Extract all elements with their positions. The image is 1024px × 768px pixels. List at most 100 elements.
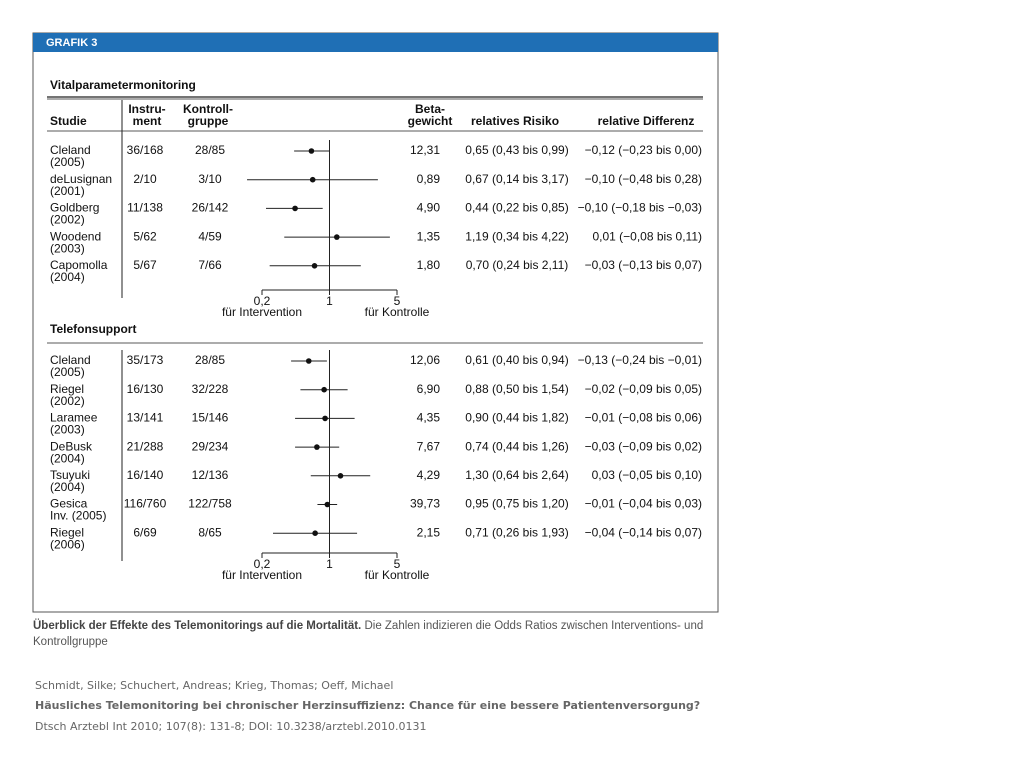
header: Instru-: [128, 102, 165, 116]
weight: 12,06: [410, 353, 440, 367]
instrument: 11/138: [127, 201, 163, 215]
study-name: Capomolla: [50, 258, 108, 272]
study-year: (2004): [50, 270, 85, 284]
instrument: 21/288: [127, 439, 164, 453]
control: 12/136: [192, 468, 229, 482]
header: relative Differenz: [598, 114, 695, 128]
study-name: deLusignan: [50, 172, 112, 186]
control: 32/228: [192, 382, 229, 396]
study-year: Inv. (2005): [50, 509, 106, 523]
control: 7/66: [198, 258, 222, 272]
caption-bold: Überblick der Effekte des Telemonitoring…: [33, 620, 362, 632]
study-year: (2006): [50, 537, 85, 551]
header: Kontroll-: [183, 102, 233, 116]
instrument: 16/130: [127, 382, 164, 396]
odds-ratio-point: [314, 444, 320, 450]
weight: 7,67: [417, 439, 441, 453]
instrument: 13/141: [127, 411, 164, 425]
caption-text: Die Zahlen indizieren die Odds Ratios zw…: [33, 620, 704, 648]
figure-label: GRAFIK 3: [46, 37, 97, 49]
odds-ratio-point: [337, 473, 344, 479]
relative-difference: −0,01 (−0,08 bis 0,06): [585, 411, 702, 425]
study-name: Woodend: [50, 229, 101, 243]
relative-difference: −0,10 (−0,18 bis −0,03): [578, 201, 702, 215]
section-title: Vitalparametermonitoring: [50, 78, 196, 92]
study-name: Gesica: [50, 497, 88, 511]
study-year: (2003): [50, 423, 85, 437]
citation-title: Häusliches Telemonitoring bei chronische…: [35, 699, 701, 712]
instrument: 5/62: [133, 229, 157, 243]
instrument: 35/173: [127, 353, 164, 367]
instrument: 116/760: [124, 497, 167, 511]
control: 28/85: [195, 353, 225, 367]
header: gruppe: [188, 114, 229, 128]
odds-ratio-point: [312, 530, 318, 536]
study-year: (2004): [50, 451, 85, 465]
header: Studie: [50, 114, 87, 128]
control: 26/142: [192, 201, 229, 215]
header: gewicht: [408, 114, 453, 128]
study-year: (2002): [50, 394, 85, 408]
control: 8/65: [198, 525, 222, 539]
header: relatives Risiko: [471, 114, 559, 128]
relative-difference: 0,03 (−0,05 bis 0,10): [592, 468, 702, 482]
study-name: DeBusk: [50, 439, 93, 453]
relative-risk: 0,74 (0,44 bis 1,26): [465, 439, 568, 453]
study-name: Goldberg: [50, 201, 99, 215]
relative-difference: −0,03 (−0,09 bis 0,02): [585, 439, 702, 453]
caption: Überblick der Effekte des Telemonitoring…: [33, 618, 713, 650]
section-title: Telefonsupport: [50, 322, 136, 336]
relative-risk: 1,19 (0,34 bis 4,22): [465, 229, 568, 243]
study-name: Riegel: [50, 382, 84, 396]
instrument: 6/69: [133, 525, 157, 539]
weight: 12,31: [410, 143, 440, 157]
axis-label: für Kontrolle: [365, 305, 430, 319]
control: 28/85: [195, 143, 225, 157]
axis-label: für Kontrolle: [365, 568, 430, 582]
odds-ratio-point: [322, 415, 328, 422]
instrument: 2/10: [133, 172, 157, 186]
relative-risk: 0,44 (0,22 bis 0,85): [465, 201, 568, 215]
citation-authors: Schmidt, Silke; Schuchert, Andreas; Krie…: [35, 679, 394, 692]
instrument: 5/67: [133, 258, 157, 272]
weight: 0,89: [417, 172, 441, 186]
relative-risk: 0,65 (0,43 bis 0,99): [465, 143, 568, 157]
x-tick-label: 1: [326, 557, 333, 571]
relative-difference: −0,02 (−0,09 bis 0,05): [585, 382, 702, 396]
relative-risk: 0,71 (0,26 bis 1,93): [465, 525, 568, 539]
relative-risk: 0,61 (0,40 bis 0,94): [465, 353, 568, 367]
study-year: (2005): [50, 155, 85, 169]
x-tick-label: 0,2: [254, 294, 271, 308]
weight: 4,35: [417, 411, 441, 425]
weight: 2,15: [417, 525, 441, 539]
axis-label: für Intervention: [222, 305, 302, 319]
relative-difference: −0,04 (−0,14 bis 0,07): [585, 525, 702, 539]
study-name: Tsuyuki: [50, 468, 90, 482]
odds-ratio-point: [321, 386, 327, 393]
odds-ratio-point: [308, 148, 315, 154]
control: 3/10: [198, 172, 222, 186]
odds-ratio-point: [324, 501, 331, 508]
odds-ratio-point: [333, 234, 340, 240]
study-year: (2001): [50, 184, 85, 198]
header: Beta-: [415, 102, 445, 116]
relative-risk: 0,67 (0,14 bis 3,17): [465, 172, 568, 186]
relative-difference: −0,10 (−0,48 bis 0,28): [585, 172, 702, 186]
weight: 6,90: [417, 382, 441, 396]
study-year: (2004): [50, 480, 85, 494]
relative-difference: −0,03 (−0,13 bis 0,07): [585, 258, 702, 272]
odds-ratio-point: [292, 205, 298, 212]
odds-ratio-point: [305, 358, 312, 364]
study-name: Cleland: [50, 353, 91, 367]
control: 122/758: [188, 497, 232, 511]
relative-risk: 1,30 (0,64 bis 2,64): [465, 468, 568, 482]
x-tick-label: 5: [394, 557, 401, 571]
axis-label: für Intervention: [222, 568, 302, 582]
weight: 4,29: [417, 468, 441, 482]
citation-source: Dtsch Arztebl Int 2010; 107(8): 131-8; D…: [35, 720, 427, 733]
control: 4/59: [198, 229, 222, 243]
relative-risk: 0,70 (0,24 bis 2,11): [466, 258, 569, 272]
control: 15/146: [192, 411, 229, 425]
figure-header-bar: [33, 33, 718, 52]
control: 29/234: [192, 439, 229, 453]
